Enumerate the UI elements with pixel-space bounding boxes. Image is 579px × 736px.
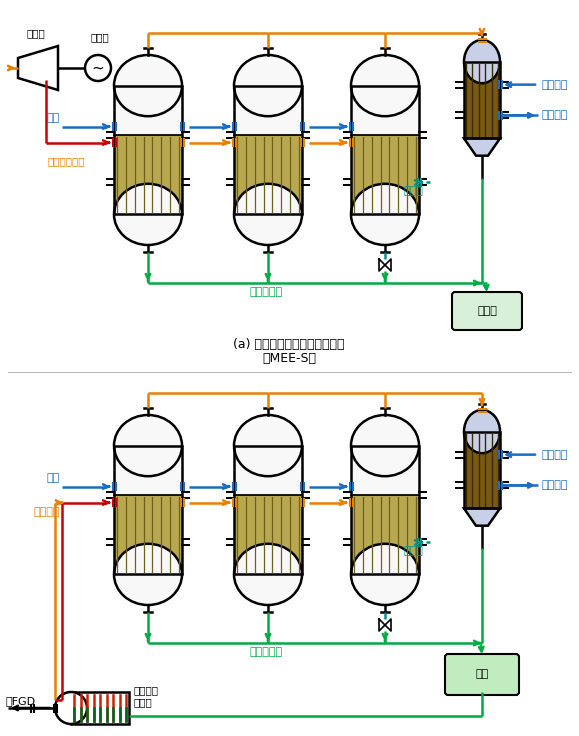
Text: ~: ~ <box>91 60 104 76</box>
Text: 外供蒸汽: 外供蒸汽 <box>34 506 60 517</box>
Bar <box>351 85 419 135</box>
Bar <box>464 431 500 509</box>
Ellipse shape <box>351 415 419 476</box>
Text: 发电机: 发电机 <box>91 32 109 42</box>
Bar <box>234 135 302 214</box>
Bar <box>351 495 419 574</box>
Circle shape <box>55 692 87 724</box>
Bar <box>351 135 419 214</box>
Text: 水池: 水池 <box>475 670 489 679</box>
Ellipse shape <box>234 55 302 116</box>
Text: （MEE-S）: （MEE-S） <box>262 352 316 365</box>
Text: (a) 三效蒸发，热源为汽机抽汽: (a) 三效蒸发，热源为汽机抽汽 <box>233 338 345 351</box>
Ellipse shape <box>234 184 302 245</box>
Polygon shape <box>464 138 500 156</box>
Ellipse shape <box>351 184 419 245</box>
FancyBboxPatch shape <box>452 292 522 330</box>
Bar <box>114 85 182 214</box>
Text: 进料: 进料 <box>47 473 60 483</box>
Bar <box>114 445 182 574</box>
Ellipse shape <box>234 544 302 605</box>
Bar <box>464 62 500 138</box>
Text: 浓缩液: 浓缩液 <box>403 546 423 556</box>
Bar <box>351 445 419 495</box>
Text: 浓缩液: 浓缩液 <box>403 186 423 197</box>
Ellipse shape <box>114 544 182 605</box>
Ellipse shape <box>351 544 419 605</box>
Bar <box>351 445 419 574</box>
Circle shape <box>85 55 111 81</box>
Text: 冷却上水: 冷却上水 <box>542 79 569 90</box>
Bar <box>114 135 182 214</box>
Bar <box>71 692 129 724</box>
Polygon shape <box>464 509 500 526</box>
Text: 进FGD: 进FGD <box>5 696 35 706</box>
Polygon shape <box>18 46 58 90</box>
Bar <box>464 62 500 138</box>
Bar <box>464 431 500 509</box>
Ellipse shape <box>351 55 419 116</box>
Text: 冷凝水管线: 冷凝水管线 <box>250 287 283 297</box>
Bar <box>114 445 182 495</box>
Ellipse shape <box>114 415 182 476</box>
Bar <box>234 445 302 495</box>
Text: 除尘器后
热烟气: 除尘器后 热烟气 <box>133 685 158 707</box>
Ellipse shape <box>464 410 500 453</box>
FancyBboxPatch shape <box>445 654 519 695</box>
Bar <box>234 85 302 214</box>
Ellipse shape <box>234 415 302 476</box>
Bar <box>114 495 182 574</box>
Bar <box>234 445 302 574</box>
Text: 冷凝水管线: 冷凝水管线 <box>250 647 283 657</box>
Text: 冷却回水: 冷却回水 <box>542 110 569 121</box>
Bar <box>234 495 302 574</box>
Ellipse shape <box>464 40 500 83</box>
Bar <box>234 85 302 135</box>
Text: 冷却上水: 冷却上水 <box>542 450 569 460</box>
Text: 冷却回水: 冷却回水 <box>542 481 569 490</box>
Text: 汽轮机抽蒸汽: 汽轮机抽蒸汽 <box>48 157 86 166</box>
Ellipse shape <box>114 184 182 245</box>
Bar <box>351 85 419 214</box>
Text: 储水箱: 储水箱 <box>477 306 497 316</box>
Text: 汽轮机: 汽轮机 <box>27 28 45 38</box>
Ellipse shape <box>114 55 182 116</box>
Text: 进料: 进料 <box>47 113 60 122</box>
Bar <box>114 85 182 135</box>
